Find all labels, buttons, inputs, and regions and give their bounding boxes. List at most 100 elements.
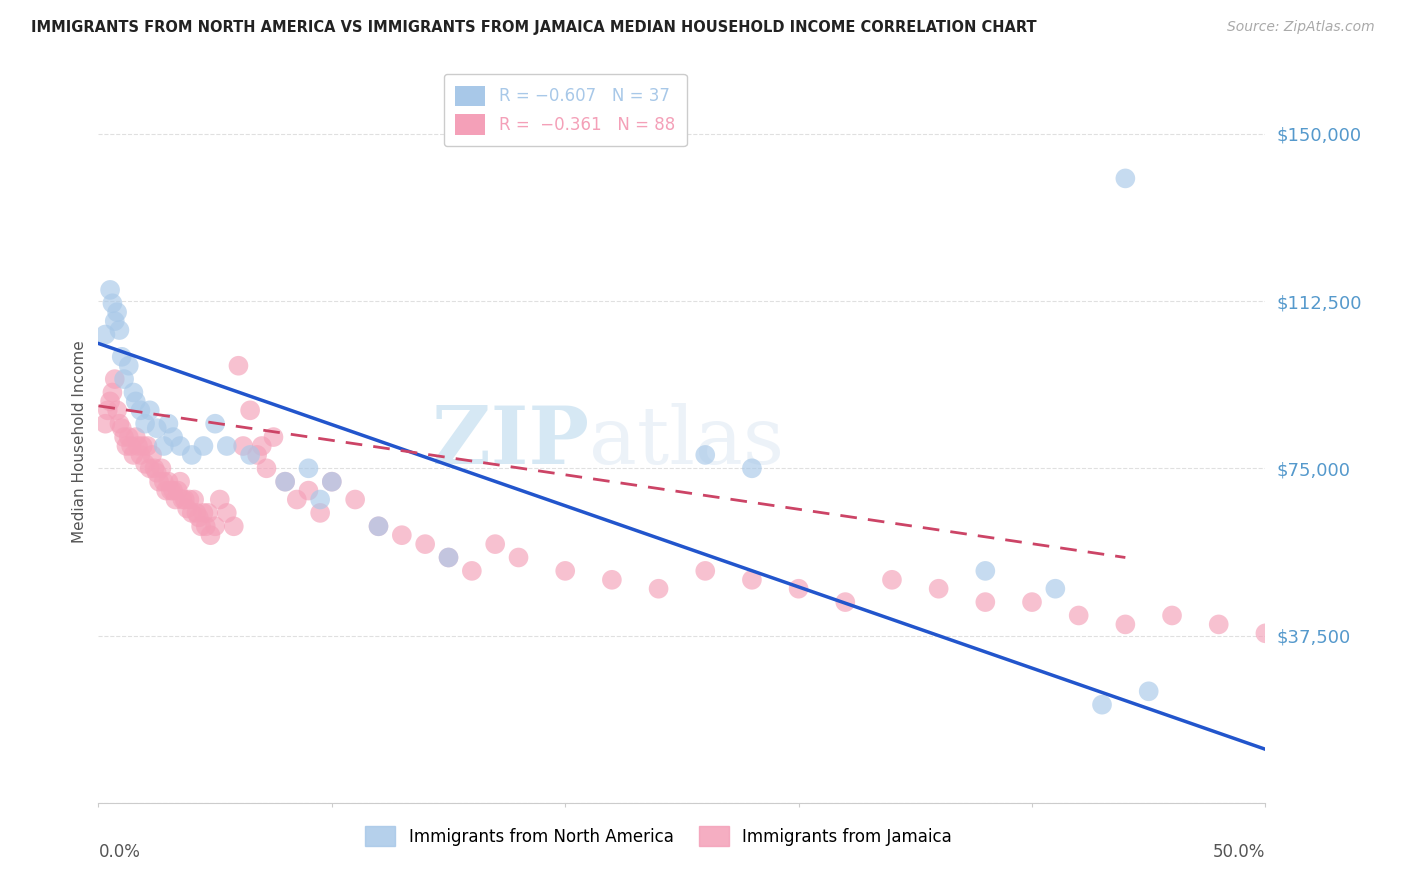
Point [974, 564, 997, 578]
Point [232, 439, 254, 453]
Text: 50.0%: 50.0% [1213, 843, 1265, 861]
Point [143, 461, 166, 475]
Point [228, 359, 250, 373]
Point [461, 564, 484, 578]
Point [180, 448, 202, 462]
Point [139, 461, 162, 475]
Point [262, 430, 284, 444]
Point [148, 475, 170, 489]
Point [239, 448, 262, 462]
Point [484, 537, 506, 551]
Point [215, 506, 238, 520]
Point [285, 492, 308, 507]
Point [120, 439, 142, 453]
Point [122, 448, 145, 462]
Point [159, 483, 181, 498]
Point [1161, 608, 1184, 623]
Point [204, 417, 226, 431]
Point [101, 385, 124, 400]
Point [134, 417, 156, 431]
Text: IMMIGRANTS FROM NORTH AMERICA VS IMMIGRANTS FROM JAMAICA MEDIAN HOUSEHOLD INCOME: IMMIGRANTS FROM NORTH AMERICA VS IMMIGRA… [31, 20, 1036, 35]
Point [162, 430, 184, 444]
Point [162, 483, 184, 498]
Point [437, 550, 460, 565]
Point [127, 439, 149, 453]
Point [274, 475, 297, 489]
Point [98, 394, 121, 409]
Point [125, 430, 148, 444]
Point [1254, 626, 1277, 640]
Point [1091, 698, 1114, 712]
Point [104, 314, 127, 328]
Point [108, 417, 131, 431]
Point [928, 582, 950, 596]
Point [118, 359, 141, 373]
Point [129, 448, 152, 462]
Point [1021, 595, 1043, 609]
Point [413, 537, 436, 551]
Point [297, 461, 319, 475]
Point [150, 461, 173, 475]
Point [136, 439, 159, 453]
Point [157, 417, 180, 431]
Point [197, 506, 219, 520]
Point [256, 461, 278, 475]
Point [321, 475, 343, 489]
Point [112, 430, 135, 444]
Point [139, 403, 162, 417]
Point [152, 475, 174, 489]
Point [146, 466, 169, 480]
Text: ZIP: ZIP [432, 402, 589, 481]
Point [176, 501, 198, 516]
Point [274, 475, 297, 489]
Text: Source: ZipAtlas.com: Source: ZipAtlas.com [1227, 20, 1375, 34]
Point [105, 305, 128, 319]
Text: 0.0%: 0.0% [98, 843, 141, 861]
Point [1045, 582, 1067, 596]
Point [132, 439, 155, 453]
Point [367, 519, 389, 533]
Point [105, 403, 128, 417]
Point [1114, 171, 1136, 186]
Point [157, 475, 180, 489]
Point [125, 394, 148, 409]
Point [165, 492, 187, 507]
Point [187, 510, 209, 524]
Point [344, 492, 367, 507]
Text: atlas: atlas [589, 402, 783, 481]
Point [554, 564, 576, 578]
Point [115, 439, 138, 453]
Point [367, 519, 389, 533]
Point [111, 421, 134, 435]
Y-axis label: Median Household Income: Median Household Income [72, 340, 87, 543]
Point [152, 439, 174, 453]
Point [741, 573, 763, 587]
Point [186, 506, 208, 520]
Point [193, 439, 215, 453]
Point [1301, 635, 1323, 649]
Point [1114, 617, 1136, 632]
Point [695, 448, 717, 462]
Point [297, 483, 319, 498]
Point [173, 492, 195, 507]
Point [647, 582, 669, 596]
Point [215, 439, 238, 453]
Point [204, 519, 226, 533]
Point [180, 506, 202, 520]
Point [695, 564, 717, 578]
Point [309, 506, 332, 520]
Point [118, 430, 141, 444]
Legend: Immigrants from North America, Immigrants from Jamaica: Immigrants from North America, Immigrant… [359, 820, 959, 852]
Point [246, 448, 269, 462]
Point [108, 323, 131, 337]
Point [179, 492, 201, 507]
Point [193, 506, 215, 520]
Point [141, 448, 163, 462]
Point [194, 519, 217, 533]
Point [239, 403, 262, 417]
Point [169, 439, 191, 453]
Point [437, 550, 460, 565]
Point [508, 550, 530, 565]
Point [98, 283, 121, 297]
Point [146, 421, 169, 435]
